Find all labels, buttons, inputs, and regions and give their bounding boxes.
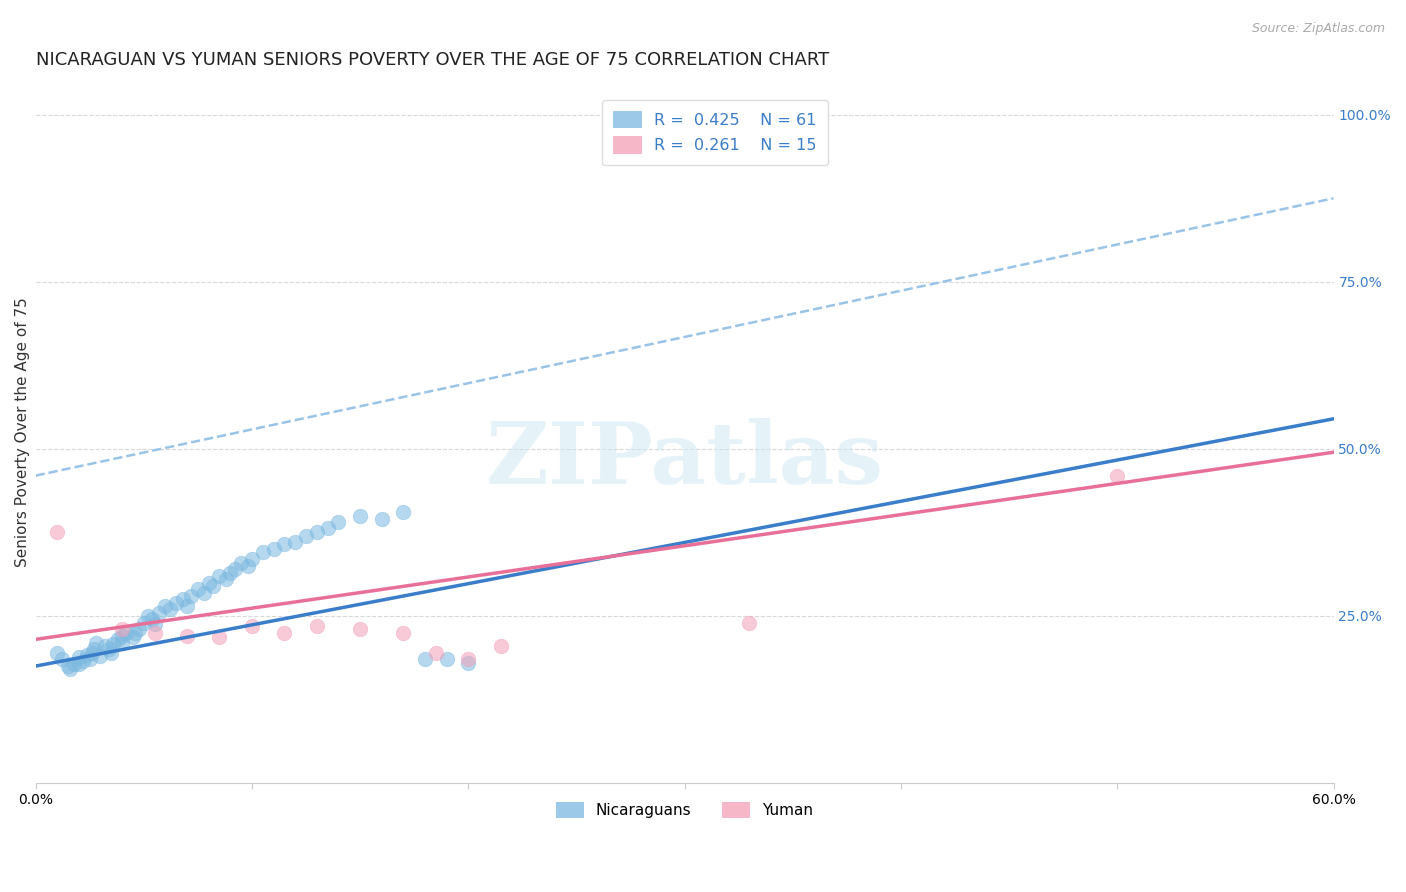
Point	[273, 537, 295, 551]
Point	[413, 652, 436, 666]
Point	[51, 652, 73, 666]
Point	[89, 649, 111, 664]
Point	[56, 659, 79, 673]
Point	[215, 572, 238, 586]
Point	[392, 625, 415, 640]
Point	[240, 552, 263, 566]
Point	[107, 632, 129, 647]
Point	[136, 609, 159, 624]
Point	[83, 642, 105, 657]
Point	[63, 657, 86, 671]
Point	[46, 525, 69, 540]
Point	[176, 599, 198, 613]
Point	[111, 623, 134, 637]
Point	[349, 623, 371, 637]
Text: ZIPatlas: ZIPatlas	[485, 418, 883, 502]
Point	[128, 623, 150, 637]
Text: NICARAGUAN VS YUMAN SENIORS POVERTY OVER THE AGE OF 75 CORRELATION CHART: NICARAGUAN VS YUMAN SENIORS POVERTY OVER…	[35, 51, 828, 69]
Point	[738, 615, 761, 630]
Point	[84, 636, 107, 650]
Point	[208, 631, 231, 645]
Point	[172, 592, 194, 607]
Point	[224, 562, 246, 576]
Point	[197, 575, 219, 590]
Point	[316, 521, 339, 535]
Point	[328, 516, 350, 530]
Point	[143, 625, 166, 640]
Point	[1107, 468, 1129, 483]
Point	[111, 636, 134, 650]
Point	[201, 579, 224, 593]
Point	[100, 646, 122, 660]
Point	[284, 535, 307, 549]
Text: Source: ZipAtlas.com: Source: ZipAtlas.com	[1251, 22, 1385, 36]
Point	[155, 599, 177, 613]
Point	[111, 629, 134, 643]
Y-axis label: Seniors Poverty Over the Age of 75: Seniors Poverty Over the Age of 75	[15, 297, 30, 567]
Point	[457, 656, 479, 670]
Point	[141, 612, 163, 626]
Point	[159, 602, 181, 616]
Point	[193, 585, 215, 599]
Point	[122, 631, 145, 645]
Point	[165, 596, 187, 610]
Point	[143, 617, 166, 632]
Point	[115, 625, 138, 640]
Point	[98, 642, 121, 657]
Point	[124, 625, 146, 640]
Point	[457, 652, 479, 666]
Point	[187, 582, 209, 597]
Point	[72, 654, 94, 668]
Point	[180, 589, 202, 603]
Point	[436, 652, 458, 666]
Point	[263, 542, 285, 557]
Point	[67, 650, 90, 665]
Point	[295, 529, 318, 543]
Point	[148, 606, 170, 620]
Point	[176, 629, 198, 643]
Point	[132, 615, 155, 630]
Point	[76, 648, 98, 662]
Point	[219, 566, 242, 580]
Point	[489, 639, 512, 653]
Point	[240, 619, 263, 633]
Point	[80, 646, 103, 660]
Point	[59, 662, 82, 676]
Point	[252, 545, 274, 559]
Point	[305, 525, 328, 540]
Point	[67, 657, 90, 671]
Point	[46, 646, 69, 660]
Point	[370, 512, 392, 526]
Point	[208, 569, 231, 583]
Point	[103, 637, 125, 651]
Point	[273, 625, 295, 640]
Point	[349, 508, 371, 523]
Point	[425, 646, 447, 660]
Point	[94, 639, 117, 653]
Point	[229, 556, 252, 570]
Point	[79, 651, 101, 665]
Point	[305, 619, 328, 633]
Point	[392, 505, 415, 519]
Point	[236, 558, 259, 573]
Legend: Nicaraguans, Yuman: Nicaraguans, Yuman	[550, 796, 818, 824]
